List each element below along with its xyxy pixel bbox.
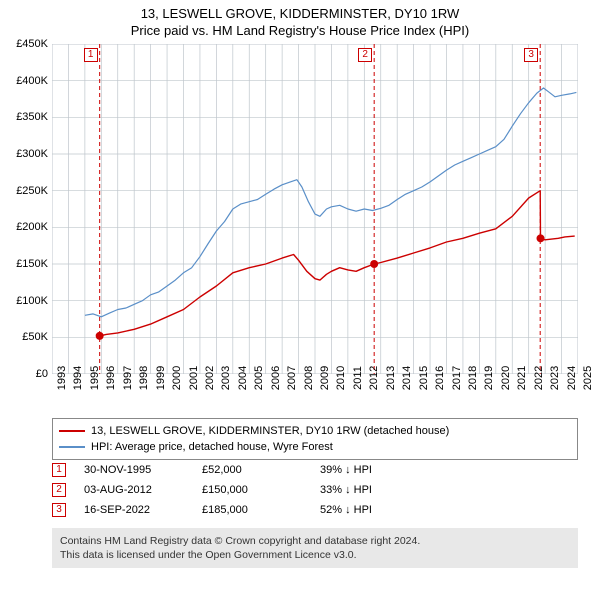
event-pct: 52% ↓ HPI [320, 504, 372, 516]
y-tick-label: £350K [16, 111, 48, 123]
legend-label: HPI: Average price, detached house, Wyre… [91, 441, 333, 453]
y-tick-label: £150K [16, 258, 48, 270]
plot-marker-3: 3 [524, 48, 538, 62]
x-tick-label: 2008 [303, 366, 315, 390]
x-tick-label: 2019 [483, 366, 495, 390]
x-tick-label: 1993 [56, 366, 68, 390]
x-tick-label: 2006 [270, 366, 282, 390]
x-tick-label: 2022 [533, 366, 545, 390]
event-row: 1 30-NOV-1995 £52,000 39% ↓ HPI [52, 460, 578, 480]
x-tick-label: 2018 [467, 366, 479, 390]
event-date: 16-SEP-2022 [84, 504, 184, 516]
x-tick-label: 2020 [500, 366, 512, 390]
event-marker: 3 [52, 503, 66, 517]
event-price: £52,000 [202, 464, 302, 476]
legend-row: HPI: Average price, detached house, Wyre… [59, 439, 571, 455]
x-tick-label: 2010 [335, 366, 347, 390]
plot-area: 1 2 3 [52, 44, 578, 374]
x-tick-label: 1999 [155, 366, 167, 390]
x-tick-label: 2003 [220, 366, 232, 390]
x-tick-label: 1998 [138, 366, 150, 390]
legend-label: 13, LESWELL GROVE, KIDDERMINSTER, DY10 1… [91, 425, 449, 437]
title-line-2: Price paid vs. HM Land Registry's House … [0, 23, 600, 40]
event-marker: 2 [52, 483, 66, 497]
x-tick-label: 2021 [516, 366, 528, 390]
x-tick-label: 2004 [237, 366, 249, 390]
x-tick-label: 2023 [549, 366, 561, 390]
legend-swatch [59, 430, 85, 432]
x-tick-label: 2017 [451, 366, 463, 390]
event-marker: 1 [52, 463, 66, 477]
x-tick-label: 1996 [105, 366, 117, 390]
events-panel: 1 30-NOV-1995 £52,000 39% ↓ HPI 2 03-AUG-2012… [52, 460, 578, 520]
y-tick-label: £50K [22, 331, 48, 343]
footer-line-2: This data is licensed under the Open Gov… [60, 548, 570, 562]
plot-marker-1: 1 [84, 48, 98, 62]
event-price: £185,000 [202, 504, 302, 516]
legend-swatch [59, 446, 85, 448]
footer: Contains HM Land Registry data © Crown c… [52, 528, 578, 568]
legend-row: 13, LESWELL GROVE, KIDDERMINSTER, DY10 1… [59, 423, 571, 439]
event-row: 3 16-SEP-2022 £185,000 52% ↓ HPI [52, 500, 578, 520]
x-tick-label: 2009 [319, 366, 331, 390]
x-tick-label: 2012 [368, 366, 380, 390]
y-tick-label: £200K [16, 221, 48, 233]
title-block: 13, LESWELL GROVE, KIDDERMINSTER, DY10 1… [0, 0, 600, 40]
x-tick-label: 2002 [204, 366, 216, 390]
y-tick-label: £250K [16, 185, 48, 197]
legend-panel: 13, LESWELL GROVE, KIDDERMINSTER, DY10 1… [52, 418, 578, 460]
x-tick-label: 2011 [352, 366, 364, 390]
x-tick-label: 2016 [434, 366, 446, 390]
x-tick-label: 1995 [89, 366, 101, 390]
title-line-1: 13, LESWELL GROVE, KIDDERMINSTER, DY10 1… [0, 6, 600, 23]
plot-svg [52, 44, 578, 374]
x-axis-ticks: 1993199419951996199719981999200020012002… [52, 376, 578, 416]
figure: 13, LESWELL GROVE, KIDDERMINSTER, DY10 1… [0, 0, 600, 590]
y-tick-label: £100K [16, 295, 48, 307]
x-tick-label: 2005 [253, 366, 265, 390]
x-tick-label: 2007 [286, 366, 298, 390]
x-tick-label: 2001 [188, 366, 200, 390]
x-tick-label: 2025 [582, 366, 594, 390]
x-tick-label: 1994 [72, 366, 84, 390]
footer-line-1: Contains HM Land Registry data © Crown c… [60, 534, 570, 548]
plot-marker-2: 2 [358, 48, 372, 62]
y-tick-label: £450K [16, 38, 48, 50]
x-tick-label: 2024 [566, 366, 578, 390]
event-pct: 39% ↓ HPI [320, 464, 372, 476]
y-tick-label: £300K [16, 148, 48, 160]
x-tick-label: 2014 [401, 366, 413, 390]
event-date: 30-NOV-1995 [84, 464, 184, 476]
x-tick-label: 2000 [171, 366, 183, 390]
event-row: 2 03-AUG-2012 £150,000 33% ↓ HPI [52, 480, 578, 500]
y-tick-label: £0 [36, 368, 48, 380]
event-price: £150,000 [202, 484, 302, 496]
x-tick-label: 1997 [122, 366, 134, 390]
y-axis-ticks: £0£50K£100K£150K£200K£250K£300K£350K£400… [0, 44, 50, 374]
x-tick-label: 2013 [385, 366, 397, 390]
event-pct: 33% ↓ HPI [320, 484, 372, 496]
event-date: 03-AUG-2012 [84, 484, 184, 496]
y-tick-label: £400K [16, 75, 48, 87]
x-tick-label: 2015 [418, 366, 430, 390]
